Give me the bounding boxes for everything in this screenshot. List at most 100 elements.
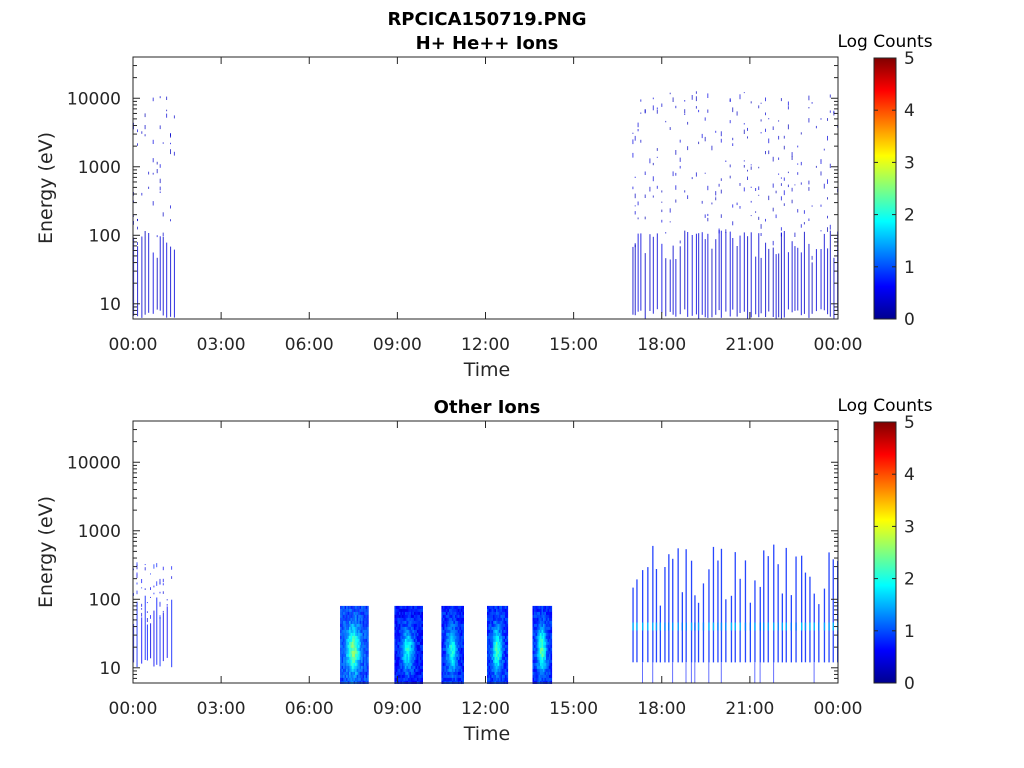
- data-cell: [462, 611, 464, 615]
- data-cell: [505, 629, 507, 633]
- data-cell: [490, 608, 492, 612]
- data-cell: [347, 665, 350, 669]
- data-cell: [141, 192, 143, 196]
- data-cell: [407, 677, 410, 681]
- data-cell: [497, 614, 500, 618]
- data-cell: [349, 644, 351, 648]
- data-cell: [406, 626, 408, 630]
- data-cell: [159, 96, 161, 99]
- data-cell: [410, 662, 413, 666]
- data-cell: [146, 611, 148, 613]
- data-cell: [394, 680, 396, 684]
- colorbar-tick-label: 4: [904, 465, 915, 485]
- data-cell: [462, 656, 464, 660]
- data-cell: [421, 620, 423, 624]
- data-cell: [404, 635, 407, 639]
- data-cell: [669, 127, 671, 130]
- data-cell: [659, 622, 661, 631]
- data-stripe: [148, 233, 150, 313]
- data-cell: [672, 97, 674, 102]
- data-cell: [444, 617, 446, 621]
- data-cell: [503, 653, 506, 657]
- data-cell: [675, 185, 677, 190]
- data-cell: [419, 608, 422, 612]
- data-cell: [401, 623, 404, 627]
- data-cell: [344, 626, 347, 630]
- data-cell: [350, 680, 353, 684]
- data-cell: [349, 635, 351, 639]
- data-cell: [538, 635, 541, 639]
- data-cell: [460, 668, 463, 672]
- data-cell: [415, 608, 417, 612]
- data-cell: [677, 622, 679, 631]
- data-cell: [355, 617, 357, 621]
- data-cell: [418, 626, 420, 630]
- data-cell: [491, 668, 494, 672]
- data-cell: [462, 632, 464, 636]
- data-cell: [406, 650, 408, 654]
- data-cell: [535, 620, 538, 624]
- data-cell: [450, 671, 452, 675]
- data-cell: [352, 674, 354, 678]
- data-cell: [364, 629, 366, 633]
- data-cell: [497, 617, 500, 621]
- data-cell: [543, 653, 545, 657]
- data-cell: [144, 125, 146, 130]
- data-cell: [341, 638, 344, 642]
- data-cell: [493, 671, 495, 675]
- data-cell: [352, 659, 354, 663]
- data-stripe: [704, 239, 706, 318]
- data-cell: [359, 617, 362, 621]
- data-cell: [758, 105, 760, 109]
- data-cell: [441, 620, 443, 624]
- data-stripe: [708, 662, 710, 683]
- data-cell: [447, 677, 449, 681]
- data-cell: [421, 647, 423, 651]
- x-tick-label: 18:00: [637, 335, 686, 355]
- data-cell: [540, 662, 542, 666]
- data-cell: [669, 92, 671, 95]
- data-cell: [398, 617, 401, 621]
- data-cell: [356, 605, 359, 609]
- data-cell: [540, 665, 542, 669]
- data-cell: [394, 653, 396, 657]
- data-cell: [412, 665, 414, 669]
- data-cell: [457, 611, 460, 615]
- data-cell: [488, 644, 491, 648]
- data-cell: [413, 605, 416, 609]
- data-cell: [460, 677, 463, 681]
- x-tick-label: 18:00: [637, 699, 686, 719]
- data-cell: [500, 638, 503, 642]
- data-cell: [632, 186, 634, 190]
- data-cell: [159, 602, 161, 607]
- data-cell: [755, 211, 757, 213]
- data-cell: [679, 240, 681, 244]
- data-cell: [550, 647, 553, 651]
- data-stripe: [637, 233, 639, 312]
- data-stripe: [141, 617, 143, 664]
- data-cell: [418, 608, 420, 612]
- data-cell: [410, 635, 413, 639]
- data-cell: [547, 626, 550, 630]
- data-cell: [361, 662, 363, 666]
- data-cell: [537, 665, 539, 669]
- data-cell: [491, 608, 494, 612]
- data-cell: [444, 605, 446, 609]
- data-cell: [343, 647, 345, 651]
- data-cell: [350, 644, 353, 648]
- data-cell: [491, 629, 494, 633]
- data-cell: [415, 650, 417, 654]
- data-cell: [394, 665, 396, 669]
- data-cell: [347, 605, 350, 609]
- data-cell: [361, 614, 363, 618]
- data-stripe: [773, 662, 775, 683]
- data-cell: [450, 647, 452, 651]
- data-cell: [359, 653, 362, 657]
- data-cell: [352, 638, 354, 642]
- data-cell: [365, 680, 368, 684]
- data-cell: [406, 662, 408, 666]
- data-cell: [457, 620, 460, 624]
- data-cell: [453, 674, 455, 678]
- data-cell: [448, 674, 451, 678]
- data-cell: [540, 647, 542, 651]
